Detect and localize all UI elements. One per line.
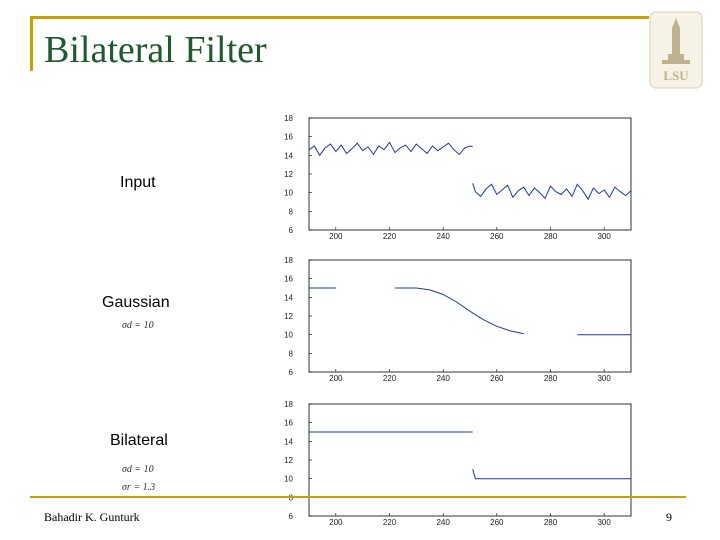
input-plot: 6 8 10 12 14 16 18 200 220 240 260 280 300	[284, 114, 632, 241]
x-tick-label: 200	[329, 232, 343, 241]
x-tick-label: 280	[544, 232, 558, 241]
row-label-bilateral: Bilateral	[110, 432, 168, 449]
y-tick-label: 14	[284, 293, 293, 302]
y-tick-label: 10	[284, 475, 293, 484]
y-tick-label: 8	[289, 207, 294, 216]
y-tick-label: 8	[289, 349, 294, 358]
x-tick-label: 300	[597, 232, 611, 241]
x-tick-label: 260	[490, 374, 504, 383]
y-tick-label: 16	[284, 275, 293, 284]
y-tick-label: 16	[284, 133, 293, 142]
y-tick-label: 18	[284, 256, 293, 265]
x-tick-label: 300	[597, 518, 611, 527]
y-tick-label: 10	[284, 331, 293, 340]
x-tick-label: 200	[329, 374, 343, 383]
x-tick-label: 240	[436, 232, 450, 241]
row-label-gaussian: Gaussian	[102, 294, 170, 311]
footer-divider	[30, 496, 686, 498]
y-tick-label: 12	[284, 456, 293, 465]
x-tick-label: 240	[436, 518, 450, 527]
x-tick-label: 220	[383, 232, 397, 241]
series-line-segment	[308, 141, 473, 157]
x-tick-label: 240	[436, 374, 450, 383]
series-line-segment	[472, 183, 632, 201]
plot-frame	[308, 403, 632, 517]
y-tick-label: 14	[284, 151, 293, 160]
y-tick-label: 14	[284, 437, 293, 446]
y-tick-label: 6	[289, 368, 294, 377]
y-tick-label: 18	[284, 114, 293, 123]
title-frame	[30, 16, 649, 71]
y-tick-label: 10	[284, 189, 293, 198]
x-tick-label: 280	[544, 374, 558, 383]
y-tick-label: 6	[289, 512, 294, 521]
x-tick-label: 300	[597, 374, 611, 383]
x-tick-label: 260	[490, 232, 504, 241]
plot-frame	[308, 259, 632, 373]
row-label-input: Input	[120, 174, 156, 191]
series-line-segment	[394, 287, 524, 335]
page-number: 9	[666, 510, 672, 524]
plot-frame	[308, 117, 632, 231]
y-tick-label: 12	[284, 170, 293, 179]
gaussian-plot: 6 8 10 12 14 16 18 200 220 240 260 280 300	[284, 256, 632, 383]
footer-author: Bahadir K. Gunturk	[44, 510, 140, 524]
x-tick-label: 280	[544, 518, 558, 527]
series-line-segment	[472, 469, 631, 480]
y-tick-label: 16	[284, 419, 293, 428]
x-tick-label: 220	[383, 518, 397, 527]
university-logo: LSU	[649, 11, 703, 89]
slide-title: Bilateral Filter	[44, 29, 267, 71]
x-tick-label: 200	[329, 518, 343, 527]
y-tick-label: 6	[289, 226, 294, 235]
bilateral-sigma-r: σr = 1.3	[122, 482, 156, 493]
bilateral-sigma-d: σd = 10	[122, 464, 154, 475]
y-tick-label: 12	[284, 312, 293, 321]
gaussian-sigma-d: σd = 10	[122, 320, 154, 331]
x-tick-label: 220	[383, 374, 397, 383]
logo-text: LSU	[663, 68, 689, 83]
x-tick-label: 260	[490, 518, 504, 527]
y-tick-label: 18	[284, 400, 293, 409]
